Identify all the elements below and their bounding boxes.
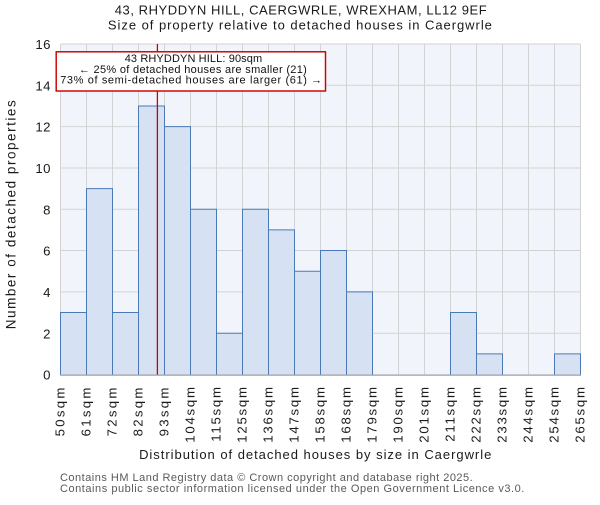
svg-text:211sqm: 211sqm — [443, 385, 458, 441]
svg-text:190sqm: 190sqm — [391, 385, 406, 442]
svg-text:Number of detached properties: Number of detached properties — [4, 99, 19, 329]
svg-text:82sqm: 82sqm — [131, 385, 146, 436]
svg-text:Distribution of detached house: Distribution of detached houses by size … — [139, 447, 492, 462]
svg-text:← 25% of detached houses are s: ← 25% of detached houses are smaller (21… — [79, 64, 307, 76]
svg-text:50sqm: 50sqm — [53, 385, 68, 436]
svg-text:43, RHYDDYN HILL, CAERGWRLE, W: 43, RHYDDYN HILL, CAERGWRLE, WREXHAM, LL… — [115, 3, 488, 18]
svg-text:Size of property relative to d: Size of property relative to detached ho… — [108, 17, 493, 32]
svg-text:61sqm: 61sqm — [79, 385, 94, 436]
svg-text:222sqm: 222sqm — [469, 385, 484, 442]
svg-text:8: 8 — [43, 202, 51, 217]
svg-text:136sqm: 136sqm — [261, 385, 276, 442]
svg-text:244sqm: 244sqm — [521, 385, 536, 442]
svg-text:168sqm: 168sqm — [339, 385, 354, 442]
svg-text:104sqm: 104sqm — [183, 385, 198, 442]
svg-text:12: 12 — [35, 120, 51, 135]
svg-text:14: 14 — [35, 78, 51, 93]
svg-text:43 RHYDDYN HILL: 90sqm: 43 RHYDDYN HILL: 90sqm — [125, 53, 263, 65]
svg-text:265sqm: 265sqm — [573, 385, 588, 442]
svg-text:73% of semi-detached houses ar: 73% of semi-detached houses are larger (… — [60, 75, 323, 87]
svg-text:233sqm: 233sqm — [495, 385, 510, 442]
svg-text:Contains HM Land Registry data: Contains HM Land Registry data © Crown c… — [60, 472, 473, 484]
svg-text:10: 10 — [35, 161, 51, 176]
svg-text:93sqm: 93sqm — [157, 385, 172, 436]
svg-text:147sqm: 147sqm — [287, 385, 302, 442]
svg-text:179sqm: 179sqm — [365, 385, 380, 442]
svg-text:6: 6 — [43, 244, 51, 259]
svg-text:2: 2 — [43, 326, 51, 341]
svg-text:254sqm: 254sqm — [547, 385, 562, 442]
svg-text:0: 0 — [43, 368, 51, 383]
svg-text:125sqm: 125sqm — [235, 385, 250, 442]
svg-text:158sqm: 158sqm — [313, 385, 328, 442]
svg-text:72sqm: 72sqm — [105, 385, 120, 436]
svg-text:16: 16 — [35, 37, 51, 52]
svg-text:201sqm: 201sqm — [417, 385, 432, 442]
svg-text:115sqm: 115sqm — [209, 385, 224, 441]
svg-text:4: 4 — [43, 285, 51, 300]
svg-text:Contains public sector informa: Contains public sector information licen… — [60, 483, 525, 495]
